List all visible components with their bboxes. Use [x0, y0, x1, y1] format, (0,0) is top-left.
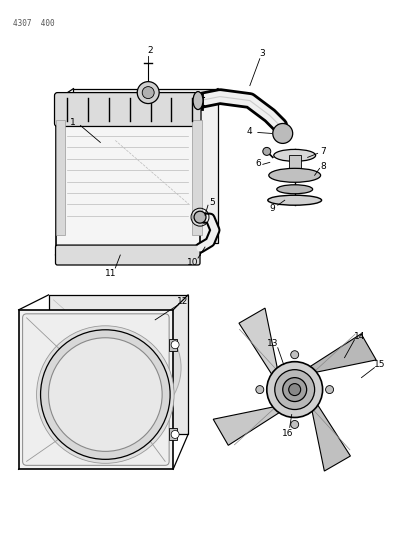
- Circle shape: [290, 421, 298, 429]
- Text: 1: 1: [70, 118, 75, 127]
- Text: 6: 6: [254, 159, 260, 168]
- Polygon shape: [304, 334, 375, 374]
- Circle shape: [290, 351, 298, 359]
- Circle shape: [137, 82, 159, 103]
- Circle shape: [288, 384, 300, 395]
- Text: 16: 16: [281, 429, 293, 438]
- Polygon shape: [73, 88, 218, 243]
- Text: 10: 10: [187, 257, 198, 266]
- Polygon shape: [213, 406, 284, 445]
- Text: 13: 13: [266, 339, 278, 348]
- Circle shape: [266, 362, 322, 417]
- Text: 12: 12: [177, 297, 188, 306]
- Ellipse shape: [268, 168, 320, 182]
- Ellipse shape: [273, 149, 315, 161]
- Bar: [191, 120, 202, 235]
- Circle shape: [40, 330, 170, 459]
- Text: 8: 8: [320, 162, 326, 171]
- Circle shape: [48, 338, 162, 451]
- FancyBboxPatch shape: [54, 93, 200, 126]
- Circle shape: [36, 326, 174, 463]
- Text: 9: 9: [268, 204, 274, 213]
- Circle shape: [142, 86, 154, 99]
- Text: 14: 14: [353, 332, 364, 341]
- FancyBboxPatch shape: [55, 245, 200, 265]
- Circle shape: [71, 313, 181, 423]
- Polygon shape: [238, 308, 278, 379]
- Bar: [169, 429, 177, 440]
- Bar: [18, 310, 173, 470]
- Ellipse shape: [267, 195, 321, 205]
- Bar: [169, 339, 177, 351]
- Circle shape: [171, 341, 179, 349]
- Circle shape: [272, 124, 292, 143]
- Circle shape: [255, 385, 263, 393]
- Ellipse shape: [193, 92, 202, 110]
- FancyBboxPatch shape: [22, 314, 169, 465]
- Text: 4307  400: 4307 400: [13, 19, 54, 28]
- Bar: [55, 120, 65, 235]
- Text: 15: 15: [373, 360, 384, 369]
- Text: 2: 2: [147, 46, 153, 55]
- Polygon shape: [48, 295, 188, 434]
- Circle shape: [171, 431, 179, 439]
- Polygon shape: [310, 400, 350, 471]
- Circle shape: [262, 148, 270, 156]
- Text: 4: 4: [247, 127, 252, 136]
- Text: 3: 3: [258, 49, 264, 58]
- Bar: [288, 156, 300, 171]
- Text: 11: 11: [104, 270, 116, 278]
- Circle shape: [282, 377, 306, 401]
- Text: 5: 5: [209, 198, 214, 207]
- Ellipse shape: [276, 185, 312, 194]
- Circle shape: [193, 211, 205, 223]
- Bar: [55, 101, 200, 255]
- Text: 7: 7: [319, 147, 325, 156]
- Circle shape: [274, 370, 314, 409]
- Circle shape: [325, 385, 333, 393]
